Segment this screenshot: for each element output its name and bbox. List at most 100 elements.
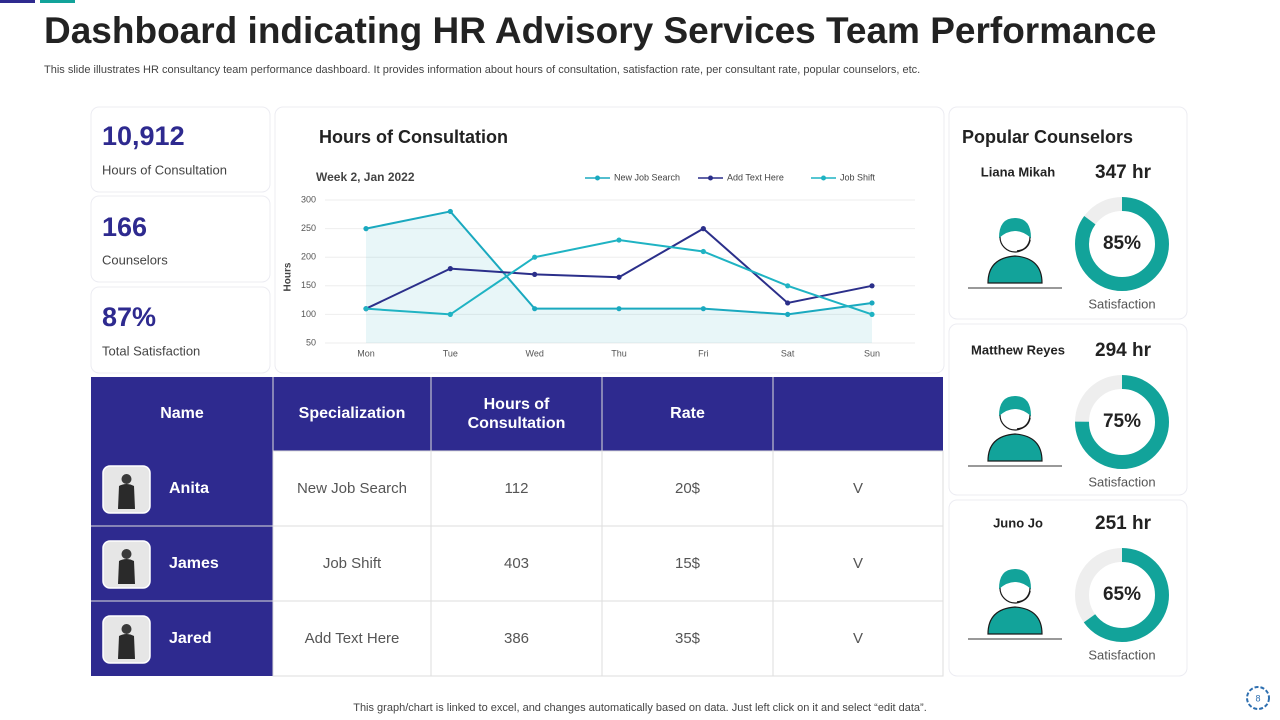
counselor-icon-hair	[999, 569, 1031, 589]
subtitle: This slide illustrates HR consultancy te…	[44, 64, 920, 76]
legend-label: New Job Search	[614, 172, 680, 182]
photo-body	[118, 559, 135, 584]
cell: 20$	[675, 480, 701, 497]
counselor-icon-headset	[1016, 239, 1031, 252]
counselor-icon-headset	[1016, 417, 1031, 430]
x-tick-label: Fri	[698, 348, 709, 358]
data-point	[869, 300, 875, 306]
data-point	[616, 306, 622, 312]
counselor-name: Juno Jo	[993, 515, 1043, 530]
photo-head	[121, 549, 132, 559]
kpi-value: 10,912	[102, 121, 185, 151]
kpi-card	[90, 106, 271, 193]
cell: V	[853, 555, 863, 572]
series-area	[366, 211, 872, 343]
title: Dashboard indicating HR Advisory Service…	[44, 10, 1156, 51]
chart-subtitle: Week 2, Jan 2022	[316, 170, 415, 184]
footer-note: This graph/chart is linked to excel, and…	[353, 702, 927, 714]
data-point	[447, 311, 453, 317]
data-point	[700, 306, 706, 312]
data-point	[532, 306, 538, 312]
data-point	[785, 311, 791, 317]
data-point	[700, 248, 706, 255]
counselor-hours: 294 hr	[1095, 340, 1152, 361]
cell-name: Jared	[169, 630, 212, 647]
kpi-label: Total Satisfaction	[102, 343, 200, 358]
data-point	[700, 226, 706, 232]
cell: 112	[505, 480, 529, 497]
cell: 35$	[675, 630, 701, 647]
cell: V	[853, 480, 863, 497]
x-tick-label: Thu	[611, 348, 627, 358]
y-tick-label: 200	[301, 252, 316, 262]
cell: Add Text Here	[305, 630, 400, 647]
kpi-value: 87%	[102, 302, 156, 332]
table-grid	[91, 377, 943, 676]
counselor-hours: 251 hr	[1095, 513, 1152, 534]
donut-label: 65%	[1103, 584, 1141, 605]
donut-arc	[1075, 375, 1169, 469]
counselor-name: Liana Mikah	[981, 164, 1055, 179]
data-point	[785, 300, 791, 306]
kpi-value: 166	[102, 212, 147, 242]
cell: New Job Search	[297, 480, 407, 497]
photo-body	[118, 484, 135, 509]
counselor-icon-body	[987, 433, 1043, 462]
x-tick-label: Tue	[443, 348, 458, 358]
y-tick-label: 50	[306, 337, 316, 347]
data-point	[363, 226, 369, 232]
legend-swatch	[821, 175, 826, 181]
data-point	[869, 283, 875, 289]
legend-swatch	[595, 175, 600, 181]
donut-arc	[1075, 548, 1169, 642]
legend-label: Job Shift	[840, 172, 876, 182]
x-tick-label: Sat	[781, 348, 795, 358]
table-header	[91, 377, 943, 451]
y-axis-label: Hours	[283, 262, 294, 291]
y-tick-label: 100	[301, 309, 316, 319]
page-number: 8	[1255, 693, 1260, 703]
accent-bar	[0, 0, 35, 3]
data-point	[869, 311, 875, 317]
photo-head	[121, 624, 132, 634]
kpi-card	[90, 286, 271, 374]
counselor-icon-body	[987, 606, 1043, 635]
section-title: Popular Counselors	[962, 127, 1133, 147]
y-tick-label: 150	[301, 280, 316, 290]
cell: V	[853, 630, 863, 647]
chart-title: Hours of Consultation	[319, 127, 508, 147]
x-tick-label: Sun	[864, 348, 880, 358]
counselor-name: Matthew Reyes	[971, 342, 1065, 357]
cell-name: James	[169, 555, 219, 572]
donut-caption: Satisfaction	[1088, 647, 1155, 662]
cell: 386	[504, 630, 529, 647]
donut-arc	[1075, 197, 1169, 291]
data-point	[616, 237, 622, 243]
data-point	[363, 306, 369, 312]
line-chart: 50 100 150 200 250 300 Mon Tue Wed Thu Fri Sat Sun Ne…	[301, 172, 915, 358]
counselor-icon-body	[987, 255, 1043, 284]
page-badge: 8	[1246, 686, 1270, 710]
legend-label: Add Text Here	[727, 172, 784, 182]
counselor-hours: 347 hr	[1095, 162, 1152, 183]
legend-swatch	[708, 175, 713, 181]
cell: 403	[504, 555, 529, 572]
data-point	[532, 271, 538, 277]
counselor-icon-hair	[999, 218, 1031, 238]
donut-caption: Satisfaction	[1088, 296, 1155, 311]
table-body	[272, 450, 944, 677]
donut-caption: Satisfaction	[1088, 474, 1155, 489]
data-point	[616, 274, 622, 280]
popular-counselors: Popular Counselors Liana Mikah 347 hr 85% S…	[948, 106, 1188, 677]
cell-name: Anita	[169, 480, 209, 497]
data-point	[447, 266, 453, 272]
counselor-icon-headset	[1016, 590, 1031, 603]
kpi-cards: 10,912 Hours of Consultation 166 Counsel…	[90, 106, 271, 374]
kpi-label: Counselors	[102, 252, 168, 267]
column-header: Hours of Consultation	[468, 396, 566, 432]
accent-bar	[40, 0, 75, 3]
column-header: Rate	[670, 405, 705, 422]
cell: Job Shift	[323, 555, 382, 572]
photo-body	[118, 634, 135, 659]
